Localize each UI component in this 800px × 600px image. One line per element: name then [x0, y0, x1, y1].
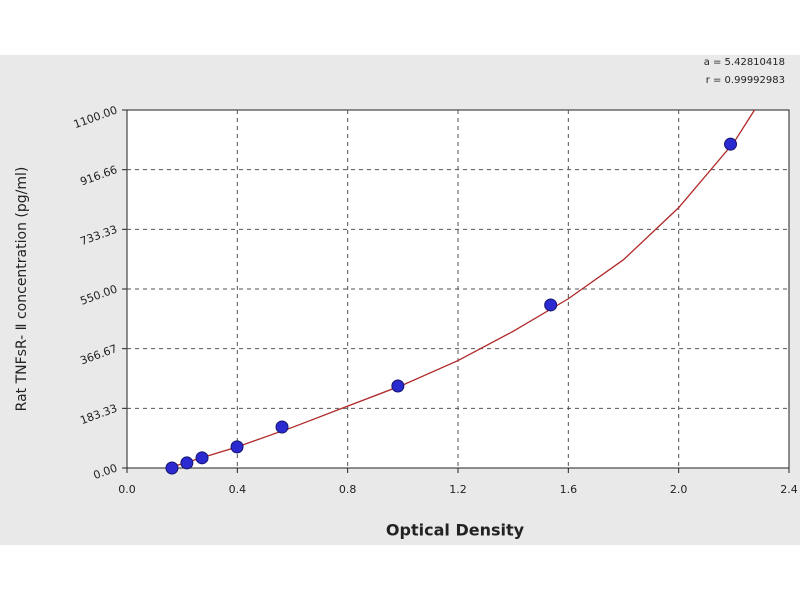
x-tick-label: 2.0	[670, 483, 688, 496]
data-point	[230, 440, 244, 454]
data-point	[165, 461, 179, 475]
data-point	[544, 298, 558, 312]
annotation: r = 0.99992983	[706, 75, 785, 86]
x-tick-label: 0.0	[118, 483, 136, 496]
y-axis-label: Rat TNFsR- Ⅱ concentration (pg/ml)	[14, 167, 30, 412]
x-tick-label: 1.2	[449, 483, 467, 496]
data-point	[195, 451, 209, 465]
x-tick-label: 1.6	[560, 483, 578, 496]
x-tick-label: 0.4	[229, 483, 247, 496]
data-point	[391, 379, 405, 393]
data-point	[724, 137, 738, 151]
x-tick-label: 0.8	[339, 483, 357, 496]
data-point	[275, 420, 289, 434]
x-axis-label: Optical Density	[386, 521, 525, 540]
data-point	[180, 456, 194, 470]
annotation: a = 5.42810418	[704, 57, 785, 68]
x-tick-label: 2.4	[780, 483, 798, 496]
